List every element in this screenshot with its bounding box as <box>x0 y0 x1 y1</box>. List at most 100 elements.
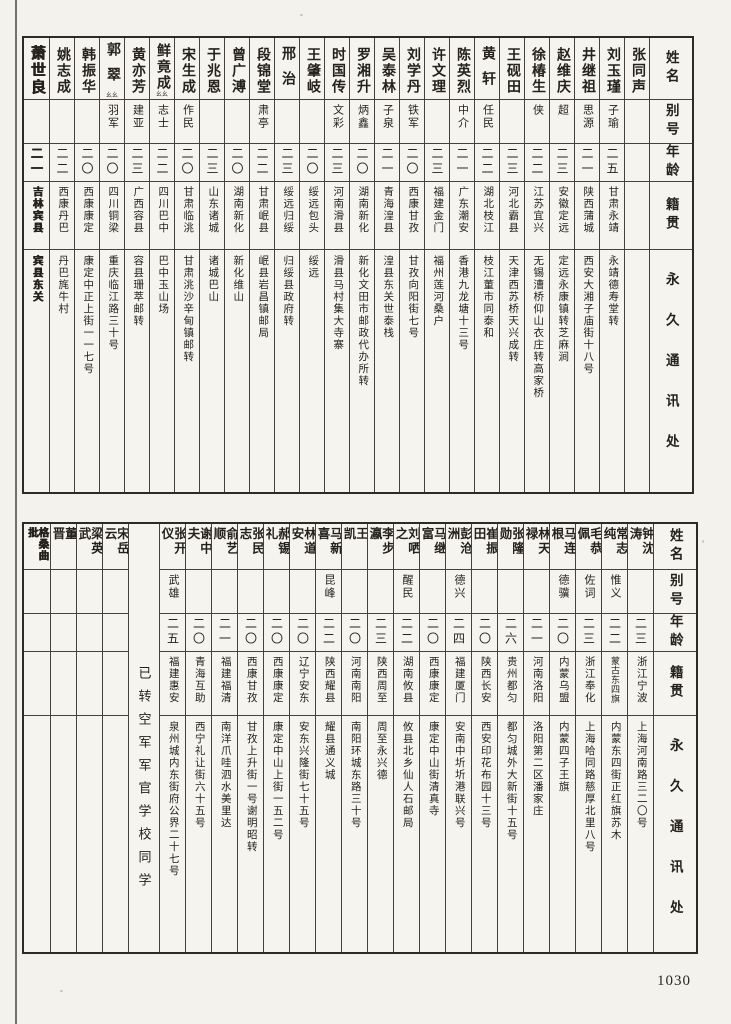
person-column: 萧世良 二一 吉林宾县 宾县东关 <box>24 38 49 492</box>
person-address: 香港九龙塘十三号 <box>457 255 469 351</box>
person-origin: 福建福清 <box>219 656 231 704</box>
person-address: 南洋爪哇泗水美里达 <box>219 721 231 829</box>
person-address: 重庆临江路三十号 <box>107 255 119 351</box>
person-name: 井继祖 <box>580 46 595 95</box>
person-name: 王凯 <box>342 527 367 551</box>
person-name: 徐椿生 <box>530 46 545 95</box>
person-name: 吴泰林 <box>380 46 395 95</box>
person-name: 董晋 <box>51 527 76 551</box>
person-column: 郝锡礼 二〇 西康康定 康定中山上街一五二号 <box>263 524 289 952</box>
person-alias: 子泉 <box>381 104 394 130</box>
person-column: 吴泰林 子泉 二一 青海湟县 湟县东关世泰栈 <box>374 38 399 492</box>
person-alias: 佐词 <box>583 574 595 600</box>
person-column: 张民志 二〇 西康甘孜 甘孜上升街一号谢明昭转 <box>237 524 263 952</box>
person-column: 王肇岐 二〇 绥远包头 绥远 <box>299 38 324 492</box>
person-column: 王砚田 二三 河北霸县 天津西苏桥天兴成转 <box>499 38 524 492</box>
person-age: 二〇 <box>243 617 258 647</box>
person-column: 刘玉瑾 子瑜 二五 甘肃永靖 永靖德寿堂转 <box>599 38 624 492</box>
person-origin: 湖南攸县 <box>401 656 413 704</box>
person-column: 邢治 二三 绥远归绥 归绥县政府转 <box>274 38 299 492</box>
person-origin: 湖南新化 <box>357 186 369 234</box>
header-column: 姓名 别号 年龄 籍贯 永久通讯处 <box>649 38 692 492</box>
person-name: 毛恭佩 <box>576 527 601 556</box>
person-column: 毛恭佩 佐词 二三 浙江奉化 上海哈同路慈厚北里八号 <box>575 524 601 952</box>
person-alias: 中介 <box>456 104 469 130</box>
person-origin: 甘肃岷县 <box>257 186 269 234</box>
person-name: 梁英武 <box>77 527 102 556</box>
person-origin: 蒙古东四旗 <box>610 656 620 704</box>
person-name: 刘哂之 <box>394 527 419 556</box>
person-name: 马新喜 <box>316 527 341 556</box>
person-address: 绥远 <box>307 255 319 279</box>
person-age: 二五 <box>605 147 619 177</box>
person-name: 林天禄 <box>524 527 549 556</box>
person-address: 新化文田市邮政代办所转 <box>357 255 369 387</box>
person-name: 郭翠 <box>105 42 120 92</box>
person-column: 彭沧洲 德兴 二四 福建厦门 安南中圻圻港联兴号 <box>445 524 471 952</box>
person-column: 姚志成 二二 西康丹巴 丹巴旄牛村 <box>49 38 74 492</box>
person-address: 内蒙四子王旗 <box>557 721 569 793</box>
person-address: 内蒙东四街正红旗苏木 <box>609 721 621 841</box>
person-name: 郝锡礼 <box>264 527 289 556</box>
person-name: 赵维庆 <box>555 46 570 95</box>
person-column: 韩振华 二〇 西康康定 康定中正上街一一七号 <box>74 38 99 492</box>
person-column: 张同声 <box>624 38 649 492</box>
person-column: 马继富 二〇 西康康定 康定中山街清真寺 <box>419 524 445 952</box>
person-column: 陈英烈 中介 二一 广东潮安 香港九龙塘十三号 <box>449 38 474 492</box>
person-column: 刘学丹 铁军 二〇 西康甘孜 甘孜向阳街七号 <box>399 38 424 492</box>
person-alias: 武雄 <box>167 574 179 600</box>
person-name: 邢治 <box>280 45 295 96</box>
person-column: 俞艺顺 二一 福建福清 南洋爪哇泗水美里达 <box>211 524 237 952</box>
person-address: 泉州城内东街府公界二十七号 <box>167 721 179 877</box>
person-origin: 湖北枝江 <box>482 186 494 234</box>
person-column: 赵维庆 超 二三 安徽定远 定远永康镇转芝麻涧 <box>549 38 574 492</box>
person-origin: 山东诸城 <box>207 186 219 234</box>
person-age: 二三 <box>373 617 388 647</box>
transfer-note: 已转空军军官学校同学 <box>136 666 152 896</box>
person-alias: 任民 <box>481 104 494 130</box>
person-name: 段锦堂 <box>255 46 270 95</box>
person-origin: 四川铜梁 <box>107 186 119 234</box>
person-name: 罗湘升 <box>355 46 370 95</box>
person-address: 洛阳第二区潘家庄 <box>531 721 543 817</box>
person-address: 攸县北乡仙人石邮局 <box>401 721 413 829</box>
person-age: 二二 <box>155 147 169 177</box>
person-origin: 辽宁安东 <box>297 656 309 704</box>
person-origin: 西康甘孜 <box>407 186 419 234</box>
person-alias: 思源 <box>581 104 594 130</box>
person-name: 许文理 <box>430 46 445 95</box>
person-name: 曾广溥 <box>230 46 245 95</box>
person-address: 岷县岩昌镇邮局 <box>257 255 269 339</box>
person-address: 西安大湘子庙街十八号 <box>582 255 594 375</box>
person-age: 二〇 <box>295 617 310 647</box>
person-address: 西安印花布园十三号 <box>479 721 491 829</box>
person-address: 归绥县政府转 <box>282 255 294 327</box>
person-alias: 超 <box>556 104 569 117</box>
header-age: 年龄 <box>667 614 683 651</box>
person-origin: 绥远包头 <box>307 186 319 234</box>
person-name: 谢中夫 <box>186 527 211 556</box>
name-annotation-mark: 幺幺 <box>155 92 168 98</box>
person-name: 刘学丹 <box>405 46 420 95</box>
person-age: 二三 <box>330 147 344 177</box>
person-column: 刘哂之 醒民 二二 湖南攸县 攸县北乡仙人石邮局 <box>393 524 419 952</box>
person-age: 二〇 <box>425 617 440 647</box>
person-address: 宾县东关 <box>31 255 43 303</box>
header-alias: 别号 <box>667 573 683 610</box>
person-origin: 浙江宁波 <box>635 656 647 704</box>
person-age: 二二 <box>255 147 269 177</box>
person-age: 二一 <box>380 147 394 177</box>
person-name: 王砚田 <box>505 46 520 95</box>
person-address: 上海河南路三二〇号 <box>635 721 647 829</box>
person-address: 永靖德寿堂转 <box>607 255 619 327</box>
person-address: 新化维山 <box>232 255 244 303</box>
person-address: 滑县马村集大寺寨 <box>332 255 344 351</box>
person-name: 格桑曲批 <box>27 527 49 562</box>
person-origin: 福建惠安 <box>167 656 179 704</box>
person-column: 梁英武 <box>76 524 102 952</box>
person-age: 二二 <box>607 617 622 647</box>
person-age: 二三 <box>430 147 444 177</box>
person-alias: 子瑜 <box>606 104 619 130</box>
person-age: 二一 <box>580 147 594 177</box>
person-column: 宋岳云 <box>102 524 128 952</box>
